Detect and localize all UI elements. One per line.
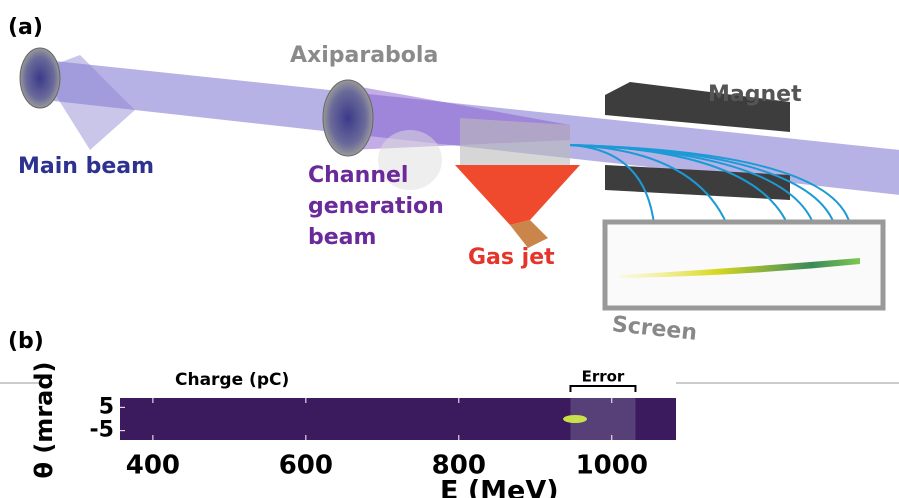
panel-label: (a) bbox=[8, 15, 43, 40]
panel-label: (b) bbox=[8, 329, 44, 354]
label-gas-jet: Gas jet bbox=[468, 245, 555, 270]
x-tick-label: 800 bbox=[432, 451, 486, 481]
figure: (a) Axiparabola Magnet Main beam Channel… bbox=[0, 0, 899, 498]
label-magnet: Magnet bbox=[708, 82, 802, 107]
error-bracket bbox=[570, 386, 635, 392]
label-channel: beam bbox=[308, 225, 376, 250]
label-screen: Screen bbox=[611, 312, 698, 346]
axiparabola-mirror bbox=[323, 80, 373, 156]
y-axis-label: θ (mrad) bbox=[30, 362, 58, 479]
y-tick-label: -5 bbox=[90, 418, 114, 443]
label-axiparabola: Axiparabola bbox=[290, 43, 438, 68]
x-tick-label: 600 bbox=[279, 451, 333, 481]
gas-jet-nozzle bbox=[455, 165, 580, 225]
label-channel: generation bbox=[308, 194, 444, 219]
nozzle-base bbox=[510, 220, 548, 248]
x-tick-label: 400 bbox=[126, 451, 180, 481]
y-tick-label: 5 bbox=[99, 394, 114, 419]
plot-title: Charge (pC) bbox=[175, 370, 289, 390]
label-channel: Channel bbox=[308, 163, 408, 188]
mirror bbox=[20, 48, 60, 108]
label-main-beam: Main beam bbox=[18, 154, 154, 179]
gas-cell bbox=[460, 118, 570, 168]
x-tick-label: 1000 bbox=[576, 451, 648, 481]
spectrum-peak bbox=[563, 415, 587, 423]
error-label: Error bbox=[582, 368, 625, 386]
